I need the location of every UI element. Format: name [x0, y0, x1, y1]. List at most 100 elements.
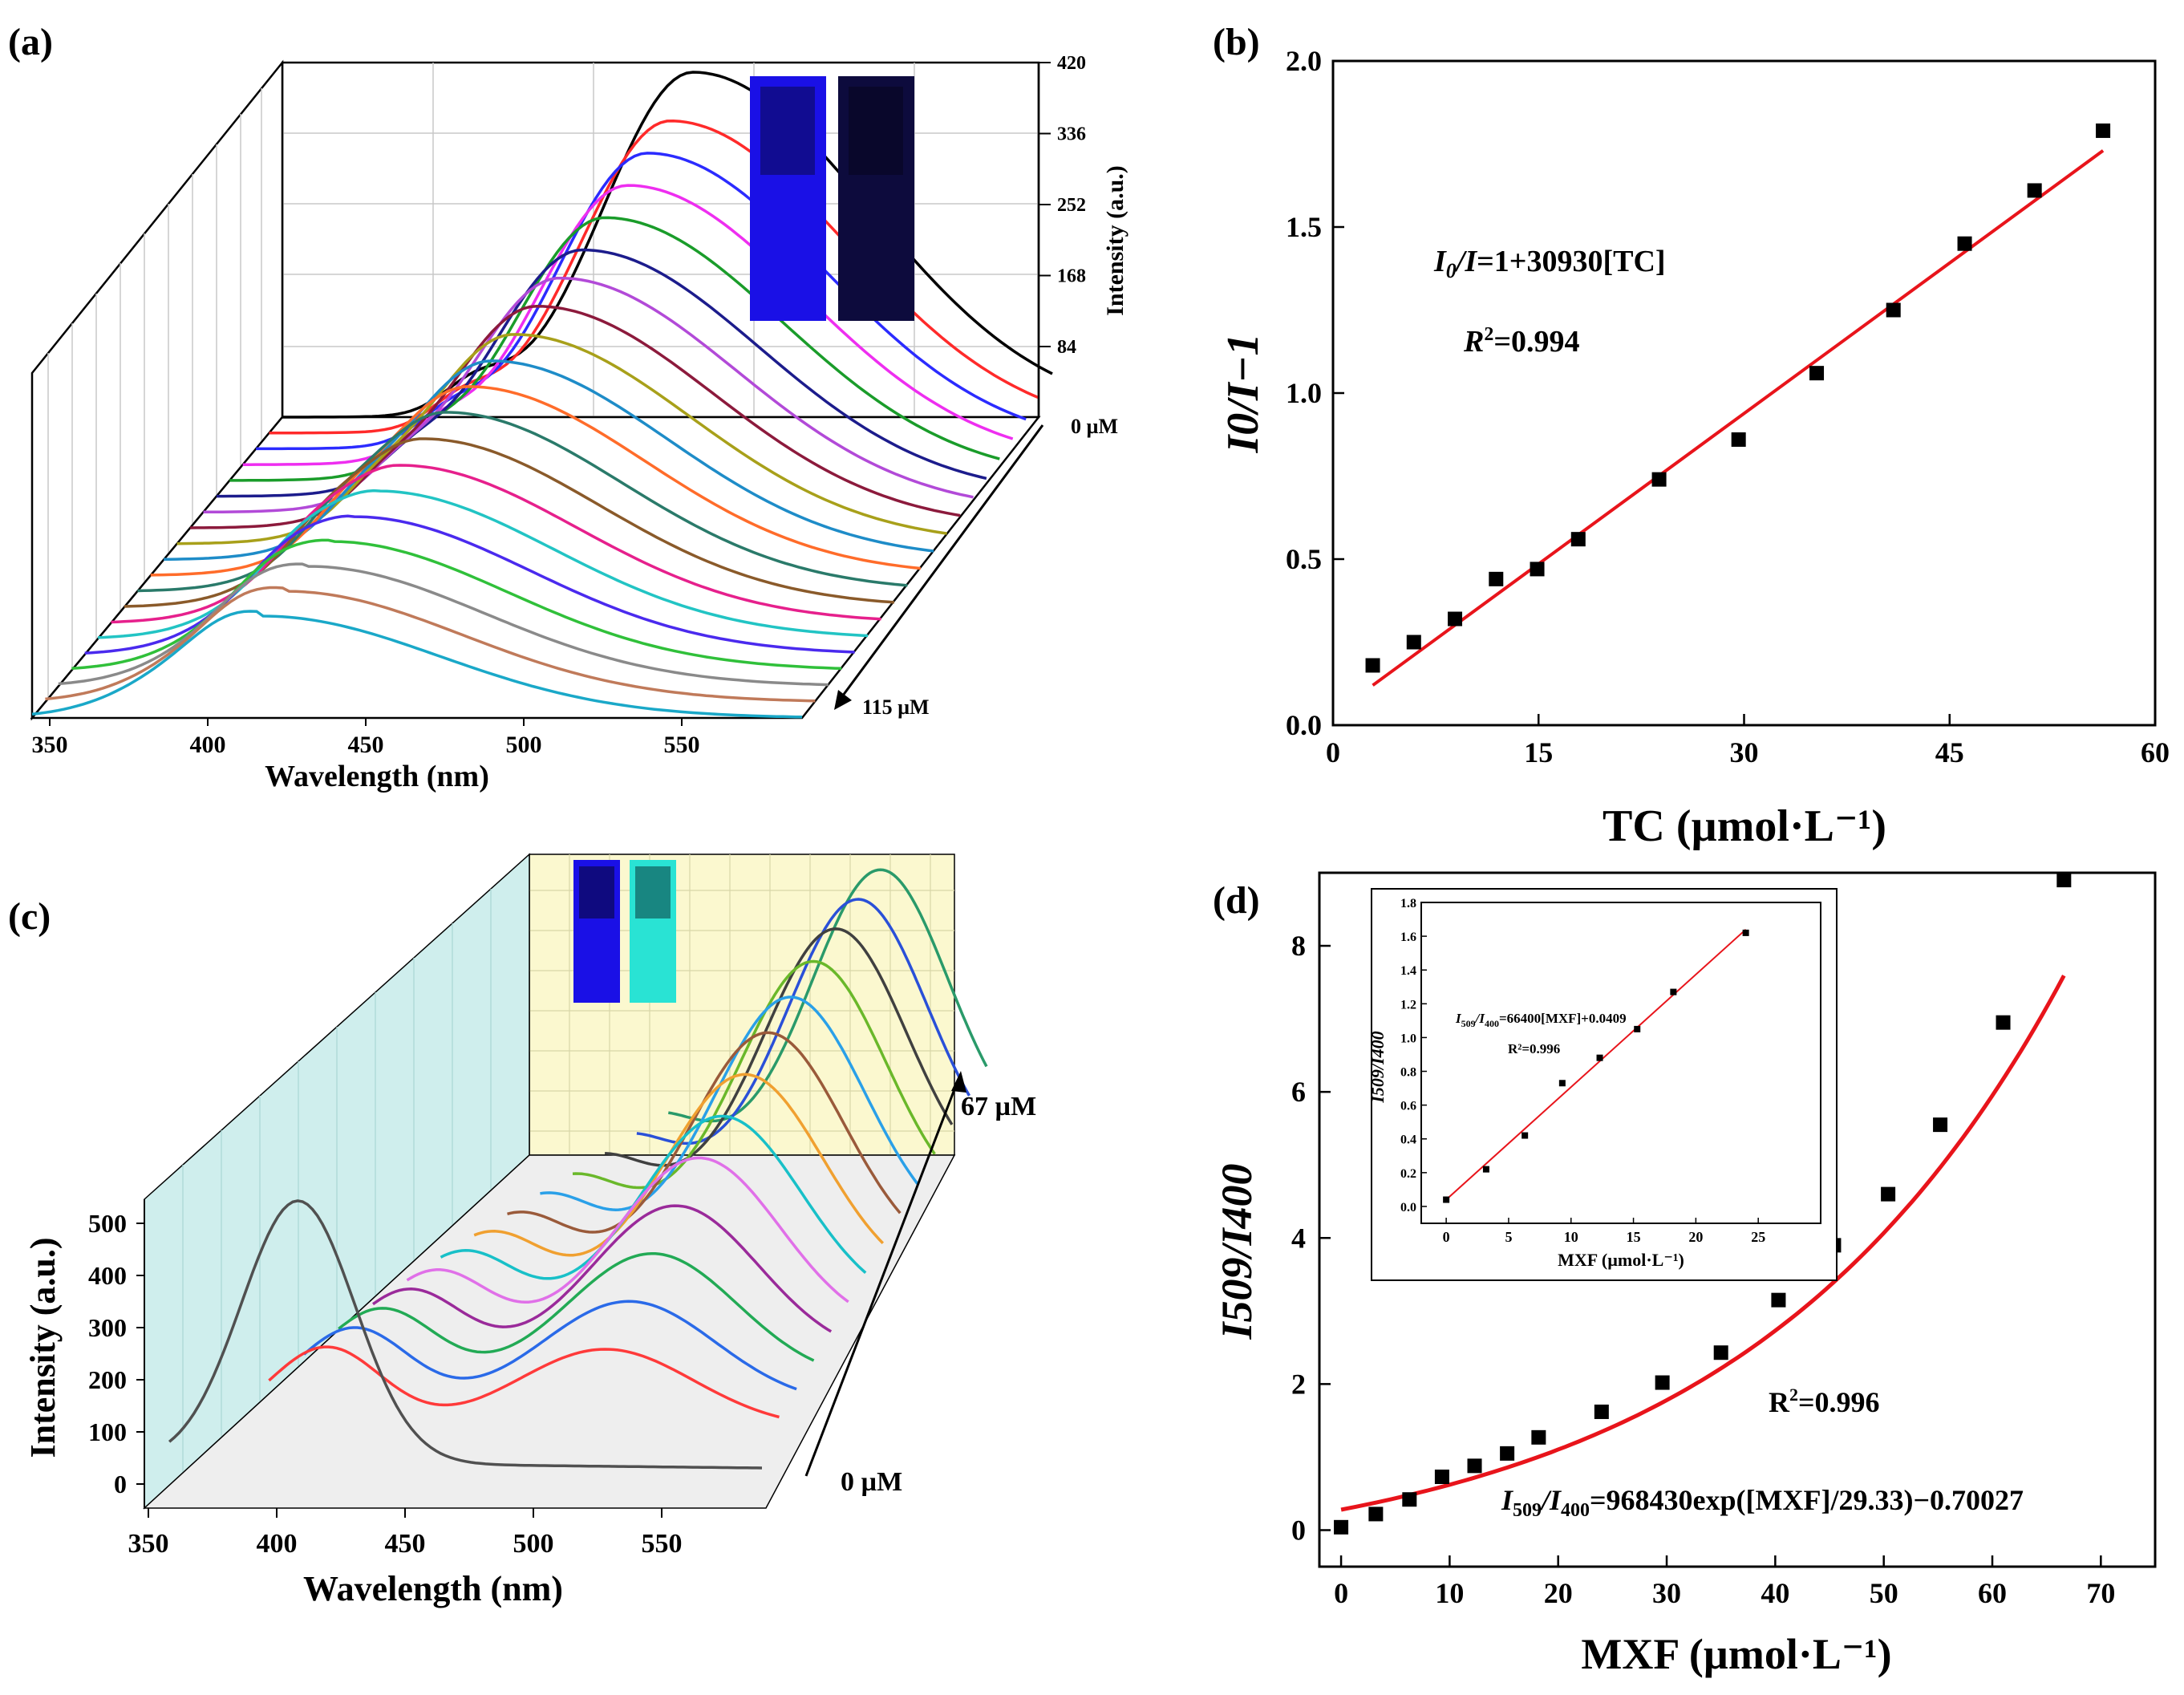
panel-c-series-curve	[572, 959, 936, 1190]
panel-c-series-curve	[406, 1156, 849, 1304]
panel-d-data-point	[1434, 1470, 1449, 1485]
panel-d-data-point	[1368, 1506, 1384, 1522]
panel-c-y-tick-label: 200	[88, 1365, 127, 1394]
panel-d-inset-x-tick-label: 5	[1505, 1229, 1512, 1245]
panel-d-inset-x-tick-label: 10	[1564, 1229, 1578, 1245]
panel-c-side-grid	[182, 889, 492, 1473]
panel-a-z-label: Intensity (a.u.)	[1102, 165, 1128, 316]
panel-d-plot-frame	[1318, 871, 2157, 1568]
panel-d-fit	[1340, 975, 2066, 1512]
panel-c-y-tick-label: 0	[114, 1470, 127, 1498]
panel-d-data-point	[1594, 1404, 1609, 1419]
panel-d-inset-x-tick-label: 20	[1688, 1229, 1703, 1245]
panel-a-series-curve	[58, 562, 829, 687]
panel-b-data-point	[1809, 366, 1825, 381]
panel-a-z-tick-label: 336	[1057, 124, 1086, 145]
panel-d-inset-x-ticks: 0 5 10 15 20 25	[1443, 1218, 1765, 1245]
panel-d-y-tick-label: 2	[1291, 1368, 1306, 1400]
panel-d-fit-curve	[1340, 975, 2066, 1512]
panel-d-inset-y-tick-label: 1.6	[1400, 931, 1416, 944]
panel-d-x-tick-label: 50	[1870, 1577, 1898, 1609]
panel-d-inset-y-tick-label: 0.6	[1400, 1100, 1416, 1113]
panel-d-y-tick-label: 4	[1291, 1222, 1306, 1254]
panel-d-inset-data-point	[1558, 1080, 1566, 1087]
panel-b-y-ticks: 0.0 0.5 1.0 1.5 2.0	[1286, 45, 1344, 741]
panel-d-inset-data-point	[1482, 1166, 1489, 1173]
panel-c-series-curve	[338, 1251, 815, 1362]
panel-d-inset-y-tick-label: 0.4	[1400, 1133, 1416, 1147]
panel-d-points	[1334, 873, 2072, 1535]
panel-a-x-tick-label: 550	[664, 732, 700, 758]
panel-a-label: (a)	[8, 21, 53, 63]
panel-c-y-ticks: 0 100 200 300 400 500	[88, 1209, 144, 1498]
panel-b-data-point	[2096, 123, 2111, 138]
panel-a-depth-arrow-head	[834, 690, 852, 710]
panel-d-y-label: I509/I400	[1213, 1163, 1261, 1340]
panel-c-floor	[143, 1154, 956, 1509]
panel-d-equation: I509/I400=968430exp([MXF]/29.33)−0.70027	[1501, 1484, 2024, 1521]
panel-d-data-point	[1500, 1446, 1515, 1461]
panel-b-r2: R2=0.994	[1463, 324, 1580, 359]
panel-a-vial-before-cap	[760, 87, 815, 175]
panel-a-z-tick-label: 168	[1057, 266, 1086, 287]
panel-a-series-curve	[31, 610, 803, 719]
panel-d-r2-text: =0.996	[1798, 1386, 1880, 1418]
panel-d-inset-data-point	[1742, 929, 1749, 936]
panel-b-data-point	[1489, 571, 1504, 586]
panel-d-y-tick-label: 0	[1291, 1514, 1306, 1546]
panel-d-x-label: MXF (µmol·L⁻¹)	[1581, 1630, 1891, 1678]
panel-a-curves	[31, 71, 1053, 719]
panel-c-vial-inset	[573, 860, 676, 1003]
panel-c-x-label: Wavelength (nm)	[303, 1569, 563, 1608]
panel-b-data-point	[1886, 302, 1901, 318]
panel-d-inset-equation: I509/I400=66400[MXF]+0.0409	[1455, 1011, 1627, 1029]
panel-a-x-tick-label: 450	[348, 732, 384, 758]
panel-a-x-ticks: 350 400 450 500 550	[32, 718, 700, 758]
panel-c-y-tick-label: 400	[88, 1261, 127, 1290]
panel-c-x-tick-label: 450	[385, 1529, 426, 1559]
panel-c-y-tick-label: 100	[88, 1417, 127, 1446]
panel-d-label: (d)	[1213, 879, 1260, 922]
panel-a-x-tick-label: 350	[32, 732, 68, 758]
panel-b-fit-line	[1372, 149, 2105, 687]
panel-c-series-curve	[268, 1345, 780, 1419]
panel-d-x-tick-label: 40	[1761, 1577, 1789, 1609]
panel-a: (a)	[8, 21, 1128, 793]
panel-d-x-tick-label: 0	[1334, 1577, 1348, 1609]
panel-c-vial-after-cap	[635, 866, 671, 918]
panel-d-inset-x-tick-label: 15	[1627, 1229, 1641, 1245]
panel-d-inset-fit-line	[1445, 928, 1747, 1201]
panel-d-data-point	[1881, 1186, 1896, 1202]
panel-d-inset-data-point	[1443, 1196, 1450, 1203]
panel-b-y-tick-label: 1.0	[1286, 377, 1322, 409]
panel-c-series-curve	[372, 1204, 833, 1333]
panel-d-r2: R2=0.996	[1769, 1385, 1880, 1418]
panel-d-inset-r2: R²=0.996	[1508, 1041, 1560, 1056]
panel-d-x-tick-label: 10	[1435, 1577, 1464, 1609]
panel-d-inset-y-ticks: 0.0 0.2 0.4 0.6 0.8 1.0 1.2 1.4 1.6 1.8	[1400, 897, 1427, 1214]
panel-b-data-point	[1957, 236, 1972, 251]
panel-b-data-point	[1365, 658, 1380, 673]
panel-c: (c)	[8, 853, 1036, 1608]
panel-a-z-tick-label: 252	[1057, 195, 1086, 216]
panel-d-x-tick-label: 20	[1544, 1577, 1573, 1609]
panel-c-series-curve	[440, 1114, 867, 1280]
panel-c-x-ticks: 350 400 450 500 550	[128, 1508, 683, 1559]
panel-b-y-tick-label: 2.0	[1286, 45, 1322, 77]
panel-d-data-point	[1655, 1375, 1670, 1390]
panel-d-y-tick-label: 6	[1291, 1076, 1306, 1108]
panel-d-inset-y-tick-label: 0.8	[1400, 1066, 1416, 1080]
panel-d-inset-x-label: MXF (µmol·L⁻¹)	[1558, 1250, 1684, 1270]
panel-d-x-tick-label: 70	[2086, 1577, 2115, 1609]
panel-c-series-curve	[302, 1300, 797, 1391]
panel-b-y-tick-label: 0.0	[1286, 709, 1322, 741]
panel-c-series-curve	[168, 1199, 763, 1470]
panel-d-inset-y-tick-label: 1.0	[1400, 1032, 1416, 1045]
panel-b-x-tick-label: 60	[2141, 736, 2170, 768]
panel-c-depth-arrow-line	[804, 1078, 960, 1477]
panel-c-y-tick-label: 300	[88, 1313, 127, 1342]
panel-c-series-curve	[636, 898, 971, 1146]
panel-d-data-point	[1402, 1492, 1417, 1507]
panel-c-y-tick-label: 500	[88, 1209, 127, 1238]
panel-b-x-ticks: 0 15 30 45 60	[1326, 714, 2170, 768]
